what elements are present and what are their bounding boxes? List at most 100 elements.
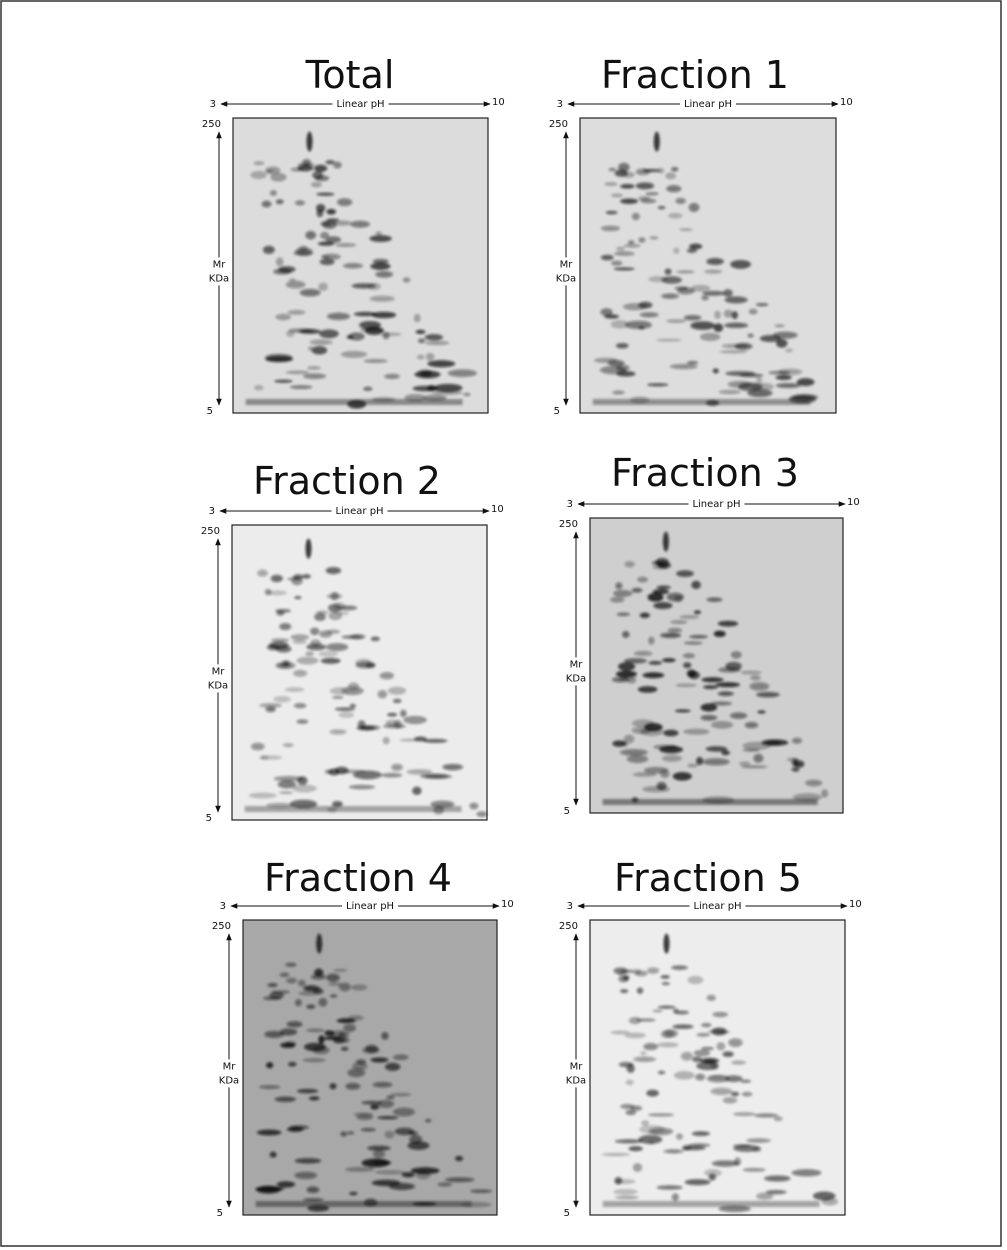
- ph-min: 3: [220, 901, 226, 912]
- gel-spot: [314, 612, 326, 622]
- gel-spot: [683, 314, 702, 321]
- gel-spot: [384, 1130, 395, 1139]
- gel-spot: [768, 370, 790, 375]
- gel-spot: [298, 979, 306, 987]
- gel-spot: [684, 1179, 711, 1186]
- gel-spot: [275, 661, 296, 670]
- gel-spot: [669, 745, 678, 749]
- gel-spot: [274, 379, 293, 383]
- gel-spot: [657, 167, 665, 174]
- gel-spot: [631, 719, 655, 728]
- gel-spot: [626, 754, 649, 764]
- gel-spot: [619, 749, 648, 756]
- label-bg: [342, 900, 398, 912]
- gel-spot: [334, 707, 356, 711]
- gel-spot: [328, 768, 340, 776]
- ph-label: Linear pH: [335, 506, 383, 517]
- gel-spot: [470, 1189, 493, 1193]
- gel-spot: [740, 670, 762, 675]
- gel-spot: [349, 1191, 358, 1196]
- gel-spot: [254, 385, 264, 391]
- gel-spot: [616, 246, 625, 251]
- gel-spot: [614, 251, 635, 256]
- gel-spot: [304, 1042, 326, 1052]
- gel-spot: [747, 389, 773, 398]
- gel-spot: [612, 390, 625, 395]
- gel-spot: [710, 701, 733, 706]
- gel-spot: [623, 243, 641, 248]
- gel-spot: [744, 721, 759, 729]
- gel-spot: [740, 1079, 752, 1083]
- gel-spot: [635, 168, 651, 176]
- gel-spot: [415, 1171, 431, 1180]
- ph-min: 3: [567, 499, 573, 510]
- gel-spot: [265, 166, 281, 175]
- panel: Fraction 1 3 10 Linear pH 250 5 Mr KDa: [549, 53, 853, 417]
- gel-spot: [286, 577, 301, 581]
- gel-spot: [392, 1107, 415, 1117]
- gel-spot: [371, 1160, 392, 1165]
- gel-spot: [381, 1032, 389, 1040]
- gel-spot: [632, 771, 657, 777]
- gel-spot: [645, 192, 659, 196]
- panel: Total 3 10 Linear pH 250 5 Mr KDa: [202, 53, 505, 417]
- gel-spot: [343, 1024, 356, 1032]
- gel-spot: [731, 311, 738, 320]
- gel-spot: [631, 212, 640, 221]
- gel-spot: [274, 1096, 296, 1103]
- gel-spot: [327, 593, 343, 600]
- gel-spot: [261, 755, 283, 760]
- gel-spot: [256, 1185, 281, 1194]
- gel-spot: [727, 380, 752, 388]
- gel-spot: [660, 975, 670, 979]
- gel-spot: [711, 1160, 739, 1167]
- gel-spot: [269, 992, 285, 999]
- gel-spot: [624, 561, 635, 568]
- gel-spot: [664, 268, 672, 275]
- gel-spot: [293, 669, 308, 677]
- gel-spot: [637, 686, 658, 693]
- gel-spot: [266, 1062, 274, 1069]
- gel-spot: [705, 746, 728, 752]
- gel-spot: [616, 612, 631, 617]
- gel-spot: [290, 634, 310, 641]
- gel-spot: [683, 641, 703, 645]
- gel-spot: [662, 658, 676, 663]
- gel-spot: [764, 1175, 791, 1182]
- gel-spot: [662, 531, 669, 552]
- gel-spot: [754, 1113, 778, 1118]
- gel-spot: [638, 195, 651, 201]
- gel-spot: [292, 639, 307, 645]
- mass-label: KDa: [209, 273, 229, 284]
- label-bg: [689, 900, 746, 912]
- gel-spot: [729, 712, 748, 719]
- gel-spot: [338, 982, 351, 992]
- gel-spot: [370, 1104, 380, 1110]
- gel-spot: [332, 801, 343, 808]
- gel-spot: [302, 1058, 327, 1063]
- gel-spot: [268, 641, 289, 650]
- gel-spot: [673, 1071, 695, 1080]
- gel-spot: [325, 160, 335, 165]
- gel-spot: [676, 570, 694, 578]
- gel-spot: [256, 1129, 282, 1136]
- mass-bottom: 5: [217, 1208, 223, 1219]
- gel-spot: [706, 994, 716, 1001]
- gel-spot: [740, 765, 768, 769]
- gel-spot: [276, 1181, 296, 1188]
- gel-spot: [420, 370, 432, 378]
- label-bg: [206, 664, 230, 693]
- gel-spot: [613, 589, 633, 598]
- panel-title: Fraction 4: [264, 856, 452, 900]
- gel-spot: [716, 1042, 726, 1051]
- gel-spot: [403, 715, 427, 725]
- gel-spot: [284, 687, 305, 692]
- gel-spot: [318, 282, 328, 292]
- gel-spot: [259, 1085, 281, 1089]
- label-bg: [554, 257, 578, 286]
- gel-spot: [608, 167, 616, 172]
- gel-spot: [372, 258, 389, 264]
- gel-spot: [634, 970, 648, 977]
- gel-spot: [419, 773, 449, 779]
- gel-spot: [632, 1162, 643, 1172]
